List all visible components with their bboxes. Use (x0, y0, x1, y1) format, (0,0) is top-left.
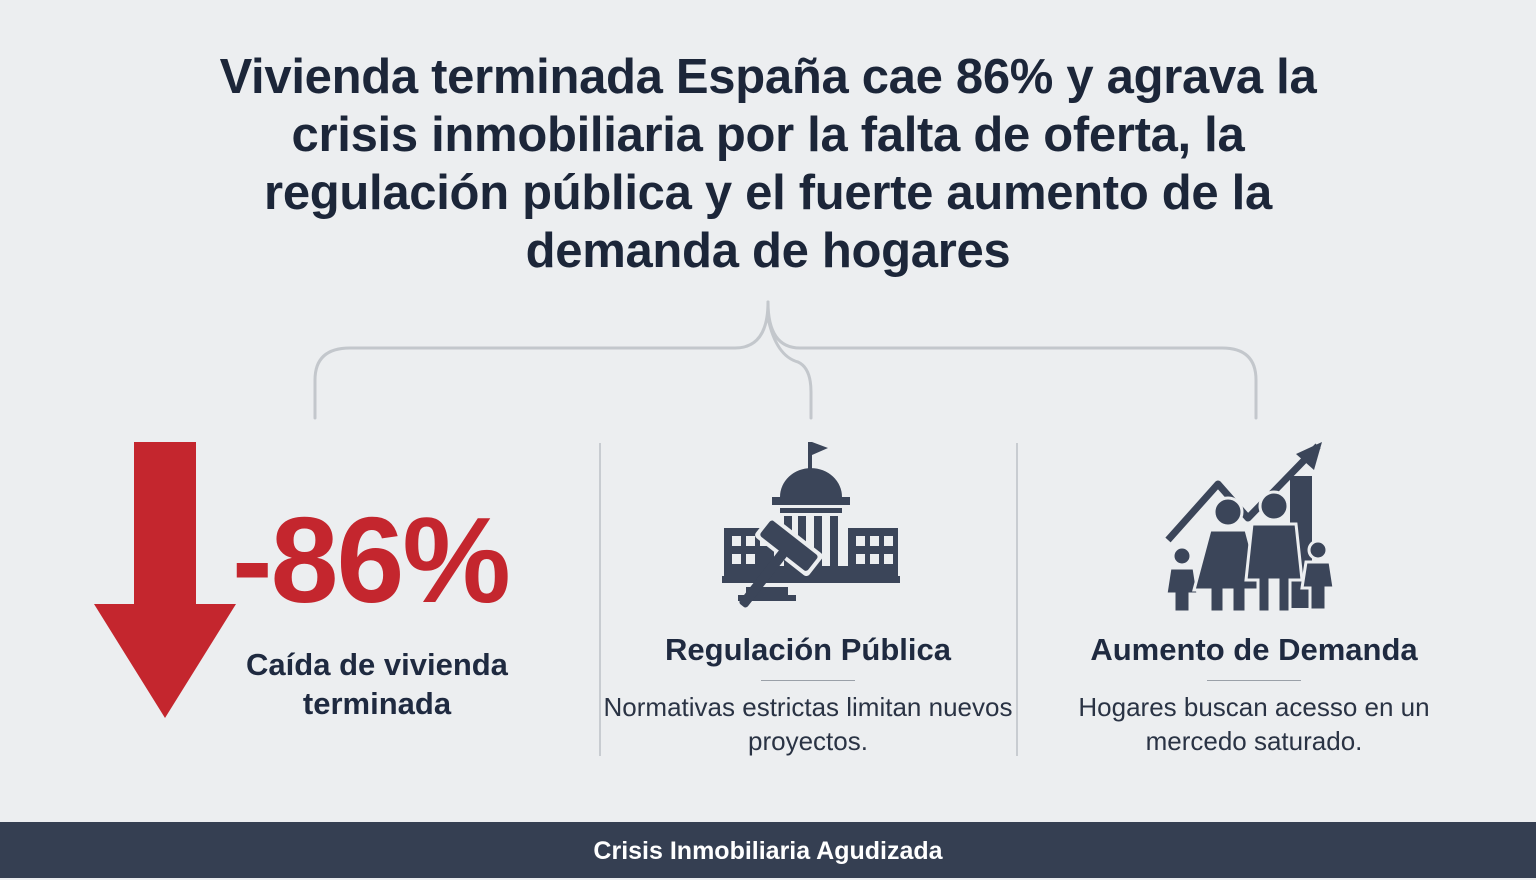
demand-description: Hogares buscan acesso en un mercedo satu… (1078, 692, 1430, 756)
family-growth-icon (1164, 442, 1336, 614)
demand-title: Aumento de Demanda (1090, 632, 1418, 667)
regulation-underline (761, 680, 855, 681)
regulation-description: Normativas estrictas limitan nuevos proy… (603, 692, 1013, 756)
column-divider (1016, 443, 1018, 756)
footer-banner: Crisis Inmobiliaria Agudizada (0, 822, 1536, 878)
down-arrow-icon (94, 442, 236, 718)
decline-stat: -86% (232, 492, 511, 628)
government-gavel-icon (722, 442, 900, 608)
headline: Vivienda terminada España cae 86% y agra… (219, 50, 1317, 278)
column-divider (599, 443, 601, 756)
decline-caption: Caída de vivienda terminada (246, 647, 508, 721)
demand-underline (1207, 680, 1301, 681)
regulation-title: Regulación Pública (665, 632, 951, 667)
